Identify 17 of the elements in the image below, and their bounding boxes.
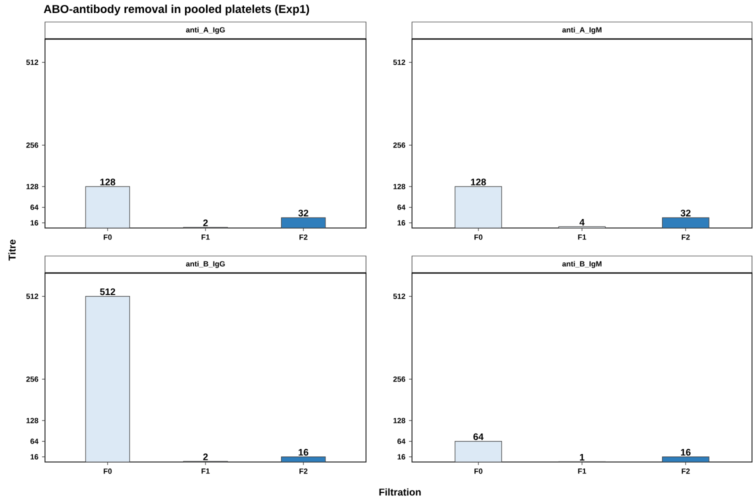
data-label: 16 — [298, 448, 308, 456]
chart-title: ABO-antibody removal in pooled platelets (Exp1) — [44, 4, 310, 16]
bar — [281, 456, 326, 462]
data-label: 2 — [203, 454, 208, 460]
data-label: 1 — [580, 454, 584, 460]
data-label: 512 — [100, 288, 116, 296]
data-label: 16 — [681, 448, 691, 456]
data-label: 4 — [580, 218, 585, 226]
data-label: 2 — [203, 220, 208, 226]
data-label: 32 — [680, 210, 691, 216]
y-axis-title: Titre — [8, 240, 16, 261]
data-label: 128 — [471, 178, 486, 186]
x-axis-title: Filtration — [379, 488, 421, 496]
data-label: 32 — [298, 210, 308, 216]
data-label: 64 — [473, 433, 484, 440]
bar — [85, 296, 130, 462]
data-label: 128 — [100, 178, 116, 186]
